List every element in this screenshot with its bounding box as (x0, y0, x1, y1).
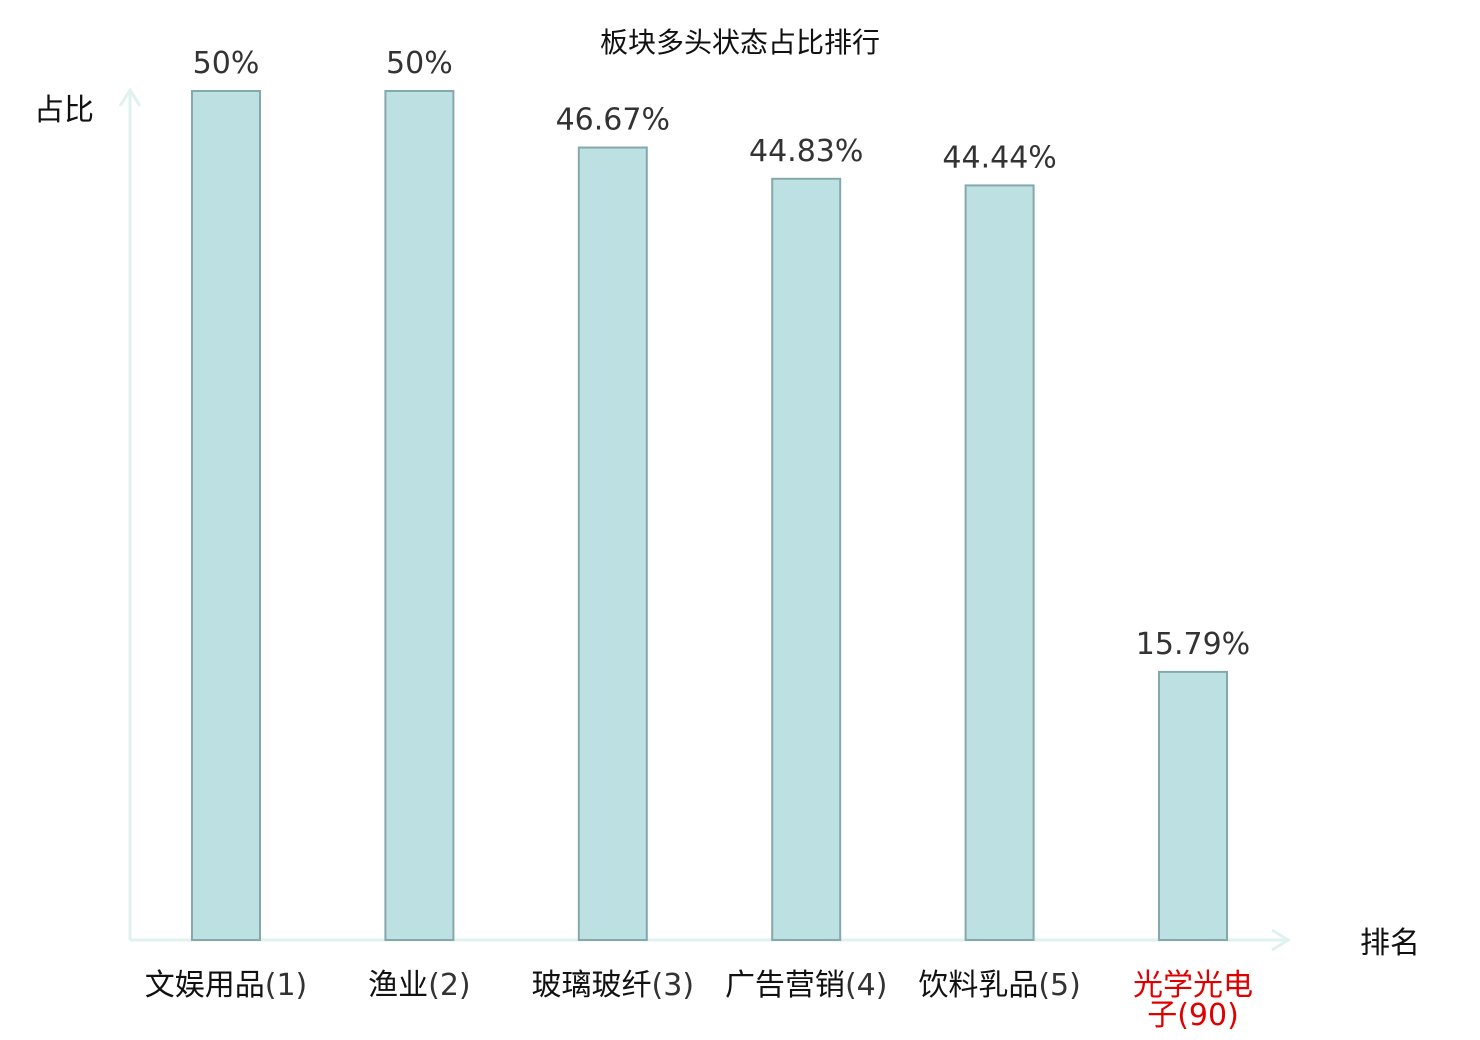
category-rank-4: (4) (845, 968, 888, 1003)
bar-3 (577, 146, 648, 941)
category-label-4: 广告营销(4) (725, 968, 888, 1003)
category-label-6: 光学光电 (1133, 968, 1253, 1003)
y-axis-arrow (118, 87, 142, 107)
value-label-1: 50% (193, 46, 260, 81)
value-label-2: 50% (386, 46, 453, 81)
bar-4 (771, 177, 842, 941)
x-axis-arrow (1271, 928, 1291, 952)
bar-1 (191, 90, 261, 941)
value-labels-group: 50% 50% 46.67% 44.83% 44.44% 15.79% (193, 46, 1251, 662)
category-label-6-line2: 子(90) (1147, 998, 1239, 1033)
category-rank-5: (5) (1038, 968, 1081, 1003)
chart-title: 板块多头状态占比排行 (600, 26, 880, 59)
y-axis-label: 占比 (34, 93, 94, 128)
category-label-5: 饮料乳品(5) (918, 968, 1081, 1003)
category-name-5: 饮料乳品 (918, 968, 1038, 1003)
category-name-3: 玻璃玻纤 (532, 968, 652, 1003)
category-name-2: 渔业 (368, 968, 428, 1003)
category-rank-2: (2) (428, 968, 471, 1003)
category-rank-1: (1) (265, 968, 308, 1003)
value-label-5: 44.44% (942, 140, 1056, 175)
category-rank-6: (90) (1177, 998, 1239, 1033)
value-label-3: 46.67% (556, 103, 670, 138)
category-name-4: 广告营销 (725, 968, 845, 1003)
category-labels-group: 文娱用品(1) 渔业(2) 玻璃玻纤(3) 广告营销(4) 饮料乳品(5) 光学光电子(9… (145, 968, 1253, 1033)
value-label-6: 15.79% (1136, 627, 1250, 662)
category-name-1: 文娱用品 (145, 968, 265, 1003)
value-label-4: 44.83% (749, 134, 863, 169)
category-rank-3: (3) (652, 968, 695, 1003)
category-label-3: 玻璃玻纤(3) (532, 968, 695, 1003)
category-label-1: 文娱用品(1) (145, 968, 308, 1003)
category-label-2: 渔业(2) (368, 968, 471, 1003)
bar-5 (964, 184, 1035, 941)
bar-6 (1158, 670, 1228, 941)
axes (118, 87, 1291, 952)
x-axis-label: 排名 (1360, 926, 1420, 961)
bar-2 (384, 90, 455, 941)
bars-group (191, 90, 1228, 941)
category-name-tail: 子 (1147, 998, 1177, 1033)
